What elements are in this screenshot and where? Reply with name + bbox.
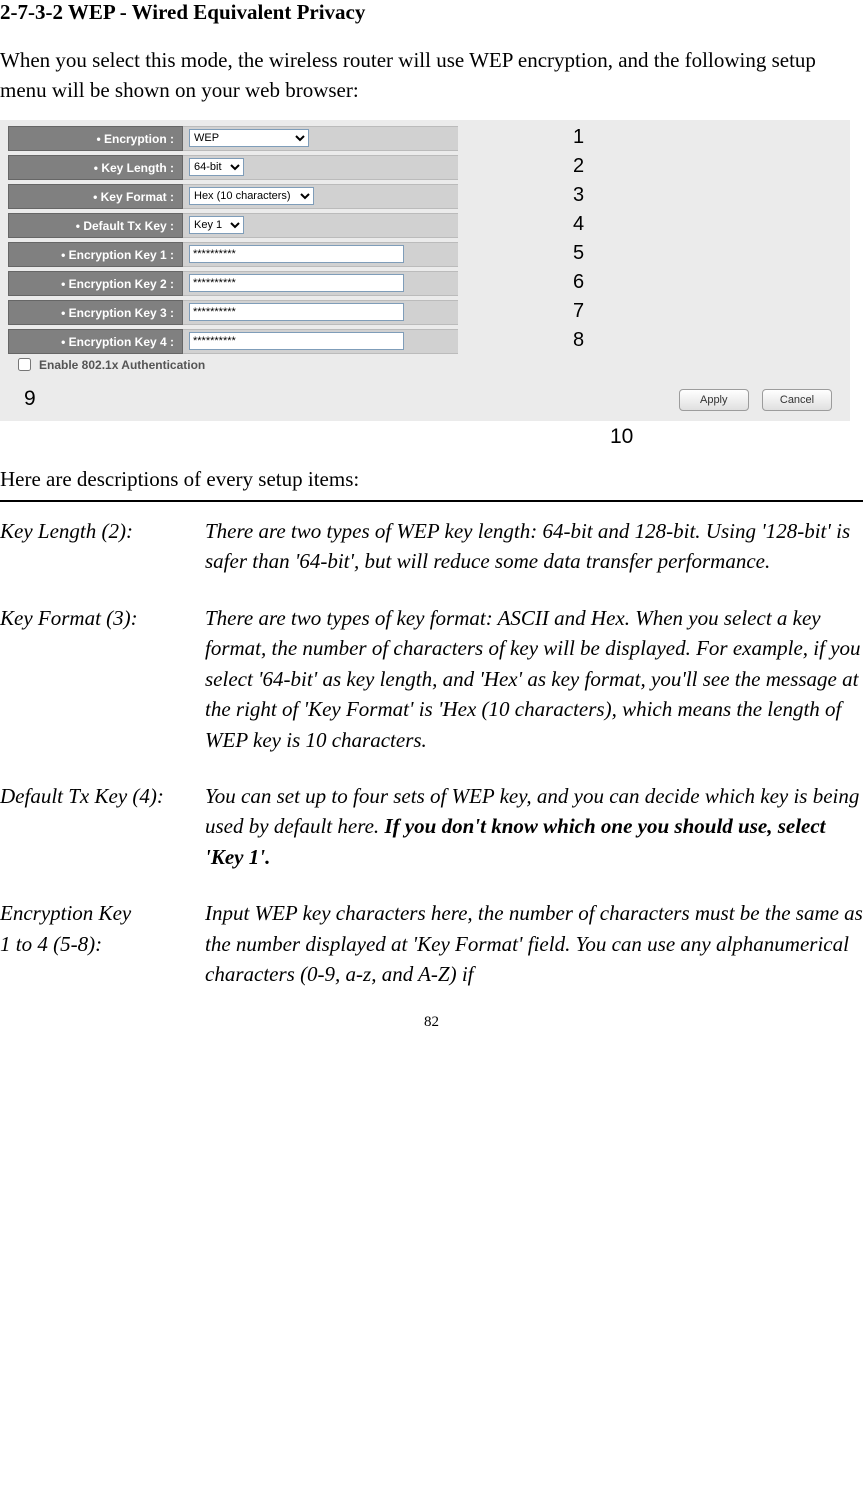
key2-row: • Encryption Key 2 : 6: [8, 271, 842, 296]
desc-keyformat: Key Format (3): There are two types of k…: [0, 603, 863, 755]
desc-defaulttx: Default Tx Key (4): You can set up to fo…: [0, 781, 863, 872]
desc-keylength-def: There are two types of WEP key length: 6…: [205, 516, 863, 577]
desc-keylength-term: Key Length (2):: [0, 516, 205, 577]
key4-cell: [183, 329, 458, 354]
desc-encryptionkey: Encryption Key 1 to 4 (5-8): Input WEP k…: [0, 898, 863, 989]
key1-label: • Encryption Key 1 :: [8, 242, 183, 267]
desc-defaulttx-term: Default Tx Key (4):: [0, 781, 205, 872]
enable-8021x-row: Enable 802.1x Authentication: [8, 358, 842, 372]
key4-input[interactable]: [189, 332, 404, 350]
key3-row: • Encryption Key 3 : 7: [8, 300, 842, 325]
annotation-1: 1: [573, 126, 584, 149]
keylength-select[interactable]: 64-bit: [189, 158, 244, 176]
desc-keylength: Key Length (2): There are two types of W…: [0, 516, 863, 577]
key4-label: • Encryption Key 4 :: [8, 329, 183, 354]
descriptions-heading: Here are descriptions of every setup ite…: [0, 467, 863, 492]
desc-defaulttx-def: You can set up to four sets of WEP key, …: [205, 781, 863, 872]
keyformat-label: • Key Format :: [8, 184, 183, 209]
cancel-button[interactable]: Cancel: [762, 389, 832, 411]
desc-encryptionkey-def: Input WEP key characters here, the numbe…: [205, 898, 863, 989]
screenshot-container: • Encryption : WEP 1 • Key Length : 64-b…: [0, 120, 863, 421]
defaulttx-label: • Default Tx Key :: [8, 213, 183, 238]
desc-encryptionkey-term: Encryption Key 1 to 4 (5-8):: [0, 898, 205, 989]
key1-row: • Encryption Key 1 : 5: [8, 242, 842, 267]
annotation-2: 2: [573, 155, 584, 178]
encryption-row: • Encryption : WEP 1: [8, 126, 842, 151]
defaulttx-cell: Key 1: [183, 213, 458, 238]
keyformat-cell: Hex (10 characters): [183, 184, 458, 209]
key2-cell: [183, 271, 458, 296]
key1-input[interactable]: [189, 245, 404, 263]
defaulttx-row: • Default Tx Key : Key 1 4: [8, 213, 842, 238]
annotation-7: 7: [573, 300, 584, 323]
defaulttx-select[interactable]: Key 1: [189, 216, 244, 234]
keyformat-row: • Key Format : Hex (10 characters) 3: [8, 184, 842, 209]
key2-input[interactable]: [189, 274, 404, 292]
wep-settings-form: • Encryption : WEP 1 • Key Length : 64-b…: [0, 120, 850, 421]
enable-8021x-label: Enable 802.1x Authentication: [39, 358, 205, 372]
button-row: Apply Cancel: [8, 378, 842, 411]
apply-button[interactable]: Apply: [679, 389, 749, 411]
keylength-row: • Key Length : 64-bit 2: [8, 155, 842, 180]
keylength-label: • Key Length :: [8, 155, 183, 180]
annotation-5: 5: [573, 242, 584, 265]
encryption-select[interactable]: WEP: [189, 129, 309, 147]
encryption-cell: WEP: [183, 126, 458, 151]
desc-keyformat-term: Key Format (3):: [0, 603, 205, 755]
key4-row: • Encryption Key 4 : 8: [8, 329, 842, 354]
annotation-3: 3: [573, 184, 584, 207]
enable-8021x-checkbox[interactable]: [18, 358, 31, 371]
key3-cell: [183, 300, 458, 325]
annotation-9: 9: [24, 387, 36, 411]
page-number: 82: [0, 1014, 863, 1031]
keyformat-select[interactable]: Hex (10 characters): [189, 187, 314, 205]
desc-keyformat-def: There are two types of key format: ASCII…: [205, 603, 863, 755]
section-heading: 2-7-3-2 WEP - Wired Equivalent Privacy: [0, 0, 863, 25]
annotation-10: 10: [610, 425, 863, 449]
annotation-6: 6: [573, 271, 584, 294]
encryption-label: • Encryption :: [8, 126, 183, 151]
annotation-4: 4: [573, 213, 584, 236]
keylength-cell: 64-bit: [183, 155, 458, 180]
annotation-8: 8: [573, 329, 584, 352]
key3-label: • Encryption Key 3 :: [8, 300, 183, 325]
key3-input[interactable]: [189, 303, 404, 321]
intro-paragraph: When you select this mode, the wireless …: [0, 45, 863, 106]
horizontal-rule: [0, 500, 863, 502]
key1-cell: [183, 242, 458, 267]
key2-label: • Encryption Key 2 :: [8, 271, 183, 296]
